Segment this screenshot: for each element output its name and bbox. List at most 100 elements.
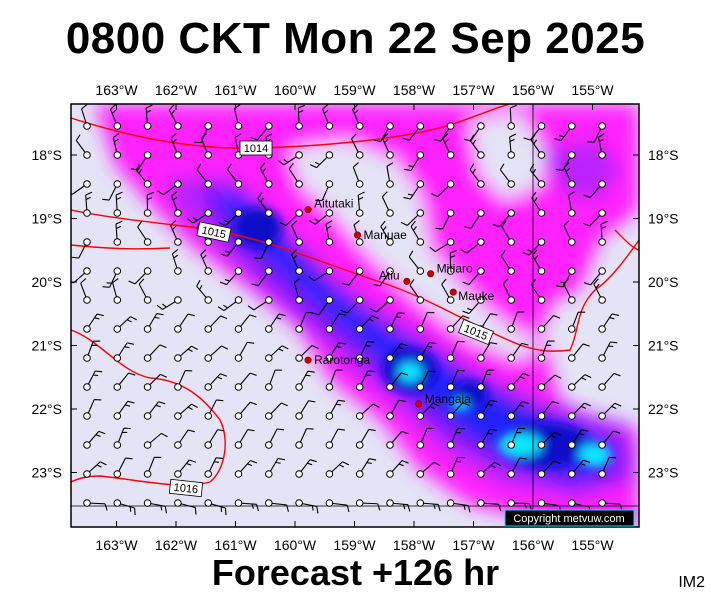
place-marker [353, 231, 361, 239]
wind-barb [279, 209, 303, 226]
wind-barb [80, 278, 91, 304]
wind-barb [295, 104, 305, 130]
longitude-tick-label: 156°W [512, 82, 555, 98]
longitude-tick-label: 163°W [95, 537, 138, 553]
wind-barb [386, 312, 405, 333]
wind-barb [234, 314, 257, 333]
wind-barb [295, 400, 316, 420]
wind-barb [220, 238, 243, 257]
wind-barb [530, 279, 546, 304]
wind-barb [322, 104, 334, 130]
longitude-tick-label: 157°W [452, 82, 495, 98]
wind-barb [555, 151, 576, 172]
wind-barb [102, 180, 122, 201]
place-marker [427, 270, 435, 278]
latitude-tick-label: 20°S [648, 274, 679, 290]
wind-barb [463, 122, 485, 142]
wind-barb [143, 456, 162, 478]
longitude-tick-label: 162°W [155, 537, 198, 553]
longitude-tick-label: 160°W [274, 82, 317, 98]
wind-barb [598, 313, 619, 333]
wind-barb [598, 456, 617, 478]
wind-barb [196, 163, 212, 188]
latitude-tick-label: 23°S [31, 465, 62, 481]
wind-barb [598, 372, 621, 391]
wind-barb [446, 369, 465, 391]
wind-barb [355, 458, 377, 478]
wind-barb [464, 209, 485, 229]
place-markers: Aitutaki Manuae Mitiaro Atiu Mauke Rarotonga M… [304, 197, 495, 408]
wind-barb [469, 134, 485, 159]
wind-barb [83, 191, 93, 217]
wind-barb [254, 238, 273, 259]
wind-barb [204, 429, 225, 449]
wind-barb [477, 399, 497, 420]
wind-barb [291, 249, 303, 275]
wind-barb [522, 238, 546, 256]
wind-barb [113, 372, 136, 391]
longitude-tick-label: 162°W [155, 82, 198, 98]
wind-barb [597, 133, 606, 159]
copyright-badge: Copyright metvuw.com [504, 509, 635, 527]
wind-barb [382, 133, 394, 159]
wind-barb [170, 220, 182, 246]
wind-barb [446, 249, 458, 275]
wind-barb [174, 429, 195, 449]
wind-barb [499, 163, 516, 188]
place-marker [403, 277, 411, 285]
wind-barb [563, 220, 576, 246]
wind-barb [265, 402, 288, 420]
wind-barb [502, 278, 516, 304]
wind-barb [568, 311, 586, 333]
wind-barb [537, 401, 560, 420]
latitude-tick-label: 18°S [648, 147, 679, 163]
wind-barb [582, 209, 606, 227]
wind-barb [113, 220, 123, 246]
wind-barb [265, 428, 285, 449]
wind-barb [309, 151, 334, 169]
wind-barb [431, 180, 455, 198]
wind-barb [410, 220, 425, 246]
wind-barb [462, 296, 485, 315]
wind-barb [295, 370, 315, 391]
svg-text:1015: 1015 [201, 225, 227, 242]
wind-barb [112, 278, 122, 304]
wind-barb [386, 162, 394, 188]
wind-barb [234, 459, 258, 478]
latitude-tick-label: 19°S [648, 211, 679, 227]
wind-barb [386, 399, 406, 420]
wind-barb [174, 459, 197, 478]
wind-barb [168, 104, 182, 130]
wind-barb [170, 133, 182, 159]
wind-barb [83, 398, 102, 420]
wind-barb [408, 250, 425, 275]
wind-barb [355, 191, 365, 217]
wind-barb [568, 429, 589, 449]
wind-barb [507, 342, 529, 362]
wind-barb [598, 220, 608, 246]
wind-barb [204, 345, 229, 362]
wind-barb [507, 457, 527, 478]
wind-barb [295, 499, 319, 514]
place-label: Manuae [363, 228, 407, 242]
wind-barb [355, 315, 379, 333]
wind-barb [143, 373, 167, 391]
wind-barb [583, 267, 606, 286]
wind-barb [446, 499, 471, 513]
wind-barb [83, 370, 103, 391]
wind-barb [380, 220, 394, 246]
wind-barb [568, 374, 592, 391]
wind-barb [171, 191, 182, 217]
longitude-tick-label: 155°W [571, 537, 614, 553]
wind-barb [157, 180, 182, 196]
wind-barb [386, 499, 411, 512]
wind-barb [174, 313, 195, 333]
place-label: Mangaia [425, 392, 471, 406]
svg-text:Copyright metvuw.com: Copyright metvuw.com [513, 513, 624, 525]
wind-barb [234, 341, 255, 362]
wind-barb [174, 370, 193, 391]
wind-barb [507, 311, 525, 333]
wind-barb [507, 499, 533, 511]
wind-barb [507, 104, 517, 130]
